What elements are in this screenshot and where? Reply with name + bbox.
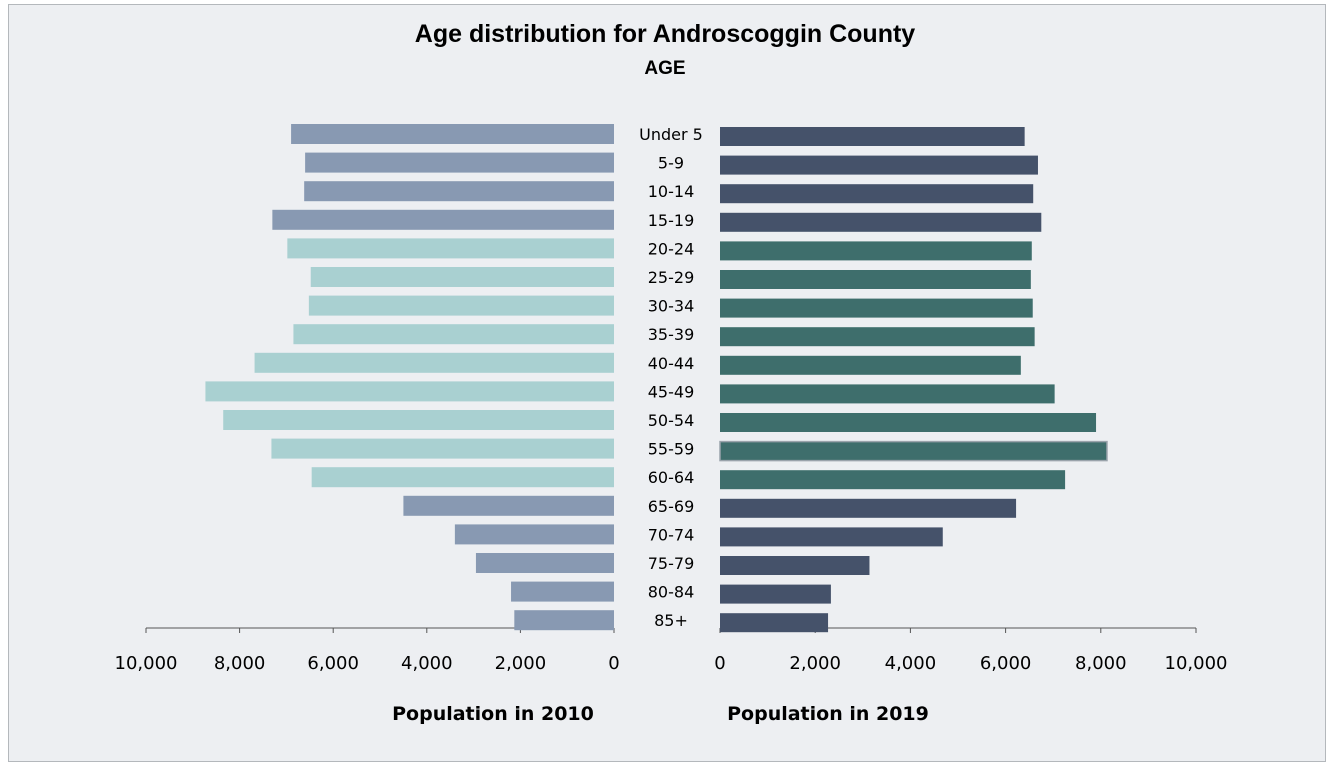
age-label-45-49: 45-49	[648, 382, 695, 401]
age-label-under-5: Under 5	[639, 125, 703, 144]
bar-2010-5-9	[305, 152, 614, 173]
bar-2019-75-79	[720, 556, 870, 575]
left-axis: 10,000 8,000 6,000 4,000 2,000 0	[115, 627, 620, 674]
left-tick-label: 2,000	[495, 653, 547, 674]
left-tick-label: 6,000	[307, 653, 359, 674]
bar-2010-30-34	[308, 295, 614, 316]
x-axis-label-2019: Population in 2019	[727, 703, 929, 725]
bar-2019-40-44	[720, 355, 1021, 375]
bar-2019-30-34	[720, 298, 1033, 318]
age-label-30-34: 30-34	[648, 297, 695, 316]
right-tick-label: 4,000	[885, 653, 937, 674]
bar-2019-80-84	[720, 584, 831, 604]
bar-2019-5-9	[720, 155, 1038, 175]
chart-subtitle: AGE	[644, 58, 686, 79]
right-tick-label: 8,000	[1075, 653, 1127, 674]
age-label-10-14: 10-14	[648, 182, 695, 201]
age-label-55-59: 55-59	[648, 440, 695, 459]
age-label-40-44: 40-44	[648, 354, 695, 373]
left-tick-label: 0	[608, 653, 619, 674]
right-axis: 0 2,000 4,000 6,000 8,000 10,000	[714, 627, 1228, 674]
age-label-85: 85+	[654, 611, 688, 630]
bar-2010-65-69	[403, 495, 614, 516]
bar-2019-under-5	[720, 127, 1025, 146]
age-label-80-84: 80-84	[648, 583, 695, 602]
bar-2010-85	[514, 610, 614, 631]
right-tick-label: 10,000	[1165, 653, 1228, 674]
bar-2010-55-59	[271, 438, 614, 459]
age-label-65-69: 65-69	[648, 497, 695, 516]
right-tick-label: 2,000	[789, 653, 841, 674]
left-tick-label: 10,000	[115, 653, 178, 674]
bar-2010-70-74	[454, 524, 614, 545]
bar-2019-10-14	[720, 184, 1034, 204]
bar-2010-50-54	[223, 410, 614, 430]
bar-2010-25-29	[310, 267, 614, 287]
age-label-5-9: 5-9	[658, 154, 684, 173]
age-label-25-29: 25-29	[648, 268, 695, 287]
x-axis-label-2010: Population in 2010	[392, 703, 594, 725]
age-labels: Under 5 5-9 10-14 15-19 20-24 25-29 30-34 35-39…	[639, 125, 703, 630]
age-label-20-24: 20-24	[648, 239, 695, 258]
left-tick-label: 8,000	[214, 653, 266, 674]
bar-2019-65-69	[720, 498, 1017, 518]
bar-2010-10-14	[304, 181, 614, 202]
bar-2019-60-64	[720, 470, 1066, 490]
age-label-35-39: 35-39	[648, 325, 695, 344]
right-tick-label: 0	[714, 653, 725, 674]
bar-2019-70-74	[720, 527, 943, 547]
age-label-60-64: 60-64	[648, 468, 695, 487]
bar-2010-75-79	[475, 553, 614, 573]
bar-2019-50-54	[720, 413, 1097, 432]
bar-2019-35-39	[720, 327, 1035, 347]
left-tick-label: 4,000	[401, 653, 453, 674]
bar-2010-40-44	[254, 352, 615, 373]
bar-2019-45-49	[720, 384, 1055, 404]
bar-2019-25-29	[720, 270, 1031, 289]
bar-2019-85	[720, 613, 829, 633]
bar-2019-55-59	[719, 440, 1108, 462]
bar-2019-15-19	[720, 212, 1042, 232]
bars-2010	[205, 124, 615, 631]
bar-2010-60-64	[311, 467, 614, 488]
age-label-70-74: 70-74	[648, 525, 695, 544]
bars-2019	[719, 127, 1108, 633]
bar-2010-35-39	[293, 324, 614, 345]
age-label-50-54: 50-54	[648, 411, 695, 430]
age-label-75-79: 75-79	[648, 554, 695, 573]
bar-2010-80-84	[511, 581, 614, 602]
bar-2010-20-24	[287, 238, 614, 259]
bar-2010-15-19	[272, 209, 614, 230]
bar-2010-45-49	[205, 381, 614, 402]
age-label-15-19: 15-19	[648, 211, 695, 230]
bar-2019-20-24	[720, 241, 1032, 261]
right-tick-label: 6,000	[980, 653, 1032, 674]
bar-2010-under-5	[291, 124, 614, 144]
chart-title: Age distribution for Androscoggin County	[414, 20, 916, 48]
